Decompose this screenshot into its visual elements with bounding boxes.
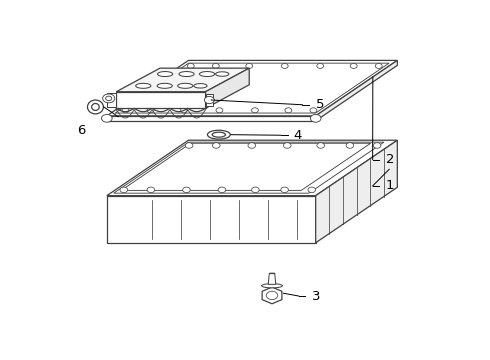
Polygon shape bbox=[107, 93, 116, 107]
Polygon shape bbox=[316, 140, 397, 243]
Circle shape bbox=[212, 63, 219, 68]
Circle shape bbox=[213, 143, 220, 148]
Circle shape bbox=[216, 108, 223, 113]
Circle shape bbox=[183, 187, 190, 193]
Circle shape bbox=[375, 63, 382, 68]
Circle shape bbox=[251, 187, 259, 193]
Circle shape bbox=[281, 187, 289, 193]
Polygon shape bbox=[206, 68, 249, 108]
Circle shape bbox=[185, 143, 193, 148]
Circle shape bbox=[346, 143, 354, 148]
Circle shape bbox=[350, 63, 357, 68]
Circle shape bbox=[122, 108, 129, 113]
Ellipse shape bbox=[207, 130, 230, 139]
Ellipse shape bbox=[194, 84, 207, 88]
Circle shape bbox=[246, 63, 253, 68]
Ellipse shape bbox=[179, 72, 194, 77]
Polygon shape bbox=[107, 140, 397, 195]
Circle shape bbox=[285, 108, 292, 113]
Ellipse shape bbox=[212, 132, 225, 137]
Polygon shape bbox=[116, 92, 206, 108]
Circle shape bbox=[180, 108, 187, 113]
Text: 1: 1 bbox=[386, 179, 394, 193]
Ellipse shape bbox=[157, 83, 172, 88]
Circle shape bbox=[120, 187, 127, 193]
Ellipse shape bbox=[262, 284, 282, 288]
Polygon shape bbox=[262, 287, 282, 304]
Ellipse shape bbox=[199, 72, 215, 77]
Circle shape bbox=[308, 187, 316, 193]
Circle shape bbox=[218, 187, 226, 193]
Text: 6: 6 bbox=[77, 124, 85, 137]
Polygon shape bbox=[107, 116, 316, 121]
Circle shape bbox=[373, 143, 381, 148]
Circle shape bbox=[251, 108, 258, 113]
Ellipse shape bbox=[216, 72, 229, 76]
Circle shape bbox=[147, 108, 154, 113]
Text: 4: 4 bbox=[293, 129, 301, 142]
Ellipse shape bbox=[178, 83, 193, 88]
Polygon shape bbox=[107, 195, 316, 243]
Text: 2: 2 bbox=[386, 153, 394, 166]
Polygon shape bbox=[316, 60, 397, 121]
Circle shape bbox=[102, 94, 115, 103]
Circle shape bbox=[281, 63, 288, 68]
Ellipse shape bbox=[87, 100, 103, 114]
Text: 3: 3 bbox=[312, 289, 320, 302]
Circle shape bbox=[284, 143, 291, 148]
Circle shape bbox=[187, 63, 194, 68]
Ellipse shape bbox=[158, 72, 173, 77]
Circle shape bbox=[101, 114, 112, 122]
Text: 5: 5 bbox=[316, 98, 324, 111]
Ellipse shape bbox=[136, 83, 151, 88]
Circle shape bbox=[310, 108, 317, 113]
Circle shape bbox=[248, 143, 256, 148]
Circle shape bbox=[310, 114, 321, 122]
Circle shape bbox=[317, 63, 324, 68]
Circle shape bbox=[147, 187, 155, 193]
Circle shape bbox=[204, 96, 214, 104]
Ellipse shape bbox=[92, 103, 99, 111]
Polygon shape bbox=[206, 94, 213, 106]
Polygon shape bbox=[268, 273, 276, 284]
Polygon shape bbox=[116, 68, 249, 92]
Circle shape bbox=[317, 143, 324, 148]
Polygon shape bbox=[107, 60, 397, 116]
